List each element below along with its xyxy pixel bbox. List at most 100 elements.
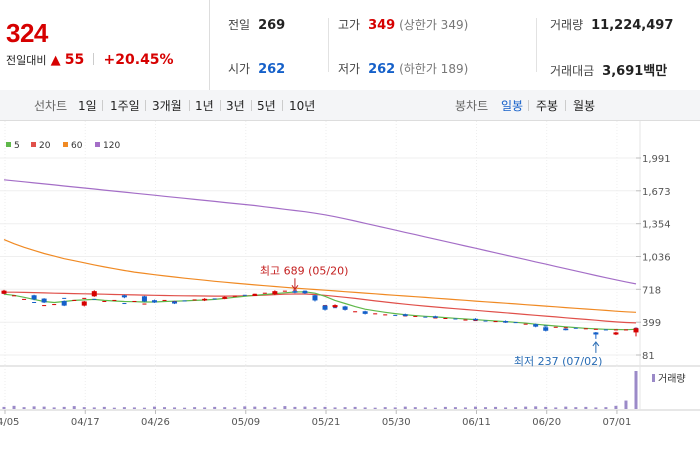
volume-bar [484, 407, 488, 409]
volume-bar [514, 407, 518, 409]
volume-bar [273, 407, 277, 409]
volume-bar [604, 407, 608, 409]
volume-bar [393, 407, 397, 409]
candle-body [272, 291, 278, 295]
y-tick-label: 1,354 [642, 220, 671, 231]
annotation-arrow-head [592, 341, 600, 347]
current-price: 324 [6, 18, 48, 48]
period-5y[interactable]: 5년 [257, 99, 276, 113]
y-tick-label: 399 [642, 318, 661, 329]
volume-bar [52, 407, 56, 409]
candle-body [61, 300, 67, 306]
volume-bar [72, 406, 76, 409]
chart-toolbar: 선차트 1일 1주일 3개월 1년 3년 5년 10년 봉차트 일봉 주봉 월봉 [0, 90, 700, 121]
candle-body [252, 294, 258, 296]
volume-bar [323, 406, 327, 409]
y-tick-label: 1,991 [642, 154, 671, 165]
volume-bar [574, 407, 578, 409]
volume-bar [173, 407, 177, 409]
period-1y[interactable]: 1년 [195, 99, 214, 113]
volume-bar [463, 407, 467, 409]
volume-bar [453, 407, 457, 409]
volume-bar [433, 407, 437, 409]
candle-body [342, 306, 348, 310]
x-tick-label: 06/11 [462, 417, 491, 428]
volume-bar [152, 406, 156, 409]
stats-grid: 전일 269 고가 349 (상한가 349) 거래량 11,224,497 시가 26… [210, 0, 700, 90]
volume-bar [233, 407, 237, 409]
candle-body [1, 290, 7, 294]
candle-body [432, 316, 438, 318]
volume-bar [223, 407, 227, 409]
candle-body [41, 298, 47, 303]
x-tick-label: 05/21 [312, 417, 341, 428]
ma-line-ma5 [3, 291, 637, 331]
price-box: 324 전일대비 ▲ 55 +20.45% [0, 0, 210, 90]
volume-bar [624, 400, 628, 409]
volume-bar [62, 406, 66, 409]
volume-bar [343, 407, 347, 409]
volume-bar [524, 406, 528, 409]
period-3y[interactable]: 3년 [226, 99, 245, 113]
annotation-arrow-head [291, 284, 299, 291]
volume-bar [122, 407, 126, 409]
divider [102, 100, 103, 111]
candle-body [613, 332, 619, 335]
line-chart-label: 선차트 [34, 99, 68, 113]
volume-bar [564, 406, 568, 409]
volume-bar [283, 406, 287, 409]
divider [145, 100, 146, 111]
period-1w[interactable]: 1주일 [110, 99, 140, 113]
change-percent: +20.45% [103, 52, 174, 68]
volume-bar [363, 407, 367, 409]
candle-body [172, 301, 178, 304]
legend-label-ma60: 60 [71, 141, 83, 151]
volume-bar [423, 407, 427, 409]
volume-bar [403, 406, 407, 409]
period-3m[interactable]: 3개월 [152, 99, 182, 113]
candle-body [362, 311, 368, 314]
volume-bar [42, 406, 46, 409]
volume-bar [213, 406, 217, 409]
candle-body [202, 298, 208, 301]
x-tick-label: 05/09 [231, 417, 260, 428]
candle-body [402, 314, 408, 316]
volume-bar [303, 406, 307, 409]
quote-header: 324 전일대비 ▲ 55 +20.45% 전일 269 고가 349 (상한가 3… [0, 0, 700, 91]
candle-body [322, 305, 328, 310]
candle-body [292, 291, 298, 293]
legend-label-ma120: 120 [103, 141, 120, 151]
legend-swatch [95, 142, 100, 147]
volume-bar [82, 407, 86, 409]
period-10y[interactable]: 10년 [289, 99, 316, 113]
candle-body [332, 305, 338, 308]
candle-monthly[interactable]: 월봉 [573, 99, 596, 113]
volume-bar [634, 371, 638, 409]
volume-bar [12, 405, 16, 409]
up-triangle-icon: ▲ [50, 53, 61, 68]
divider [220, 100, 221, 111]
volume-legend-swatch [652, 374, 655, 382]
volume-bar [594, 407, 598, 409]
volume-bar [554, 407, 558, 409]
candle-body [533, 324, 539, 327]
ma-line-ma120 [3, 179, 637, 285]
ma-line-ma20 [4, 291, 637, 324]
volume-bar [534, 406, 538, 409]
candle-daily[interactable]: 일봉 [501, 99, 524, 113]
legend-swatch [63, 142, 68, 147]
candle-body [563, 328, 569, 331]
volume-bar [584, 406, 588, 409]
ma-line-ma60 [3, 239, 637, 313]
candle-body [121, 295, 127, 298]
candle-weekly[interactable]: 주봉 [536, 99, 559, 113]
change-row: 전일대비 ▲ 55 +20.45% [6, 52, 174, 68]
volume-bar [193, 407, 197, 409]
candle-body [543, 327, 549, 331]
low-annotation: 최저 237 (07/02) [514, 355, 603, 368]
volume-bar [203, 407, 207, 409]
period-1d[interactable]: 1일 [78, 99, 97, 113]
candle-body [312, 295, 318, 301]
volume-bar [443, 406, 447, 409]
high-annotation: 최고 689 (05/20) [260, 264, 349, 277]
